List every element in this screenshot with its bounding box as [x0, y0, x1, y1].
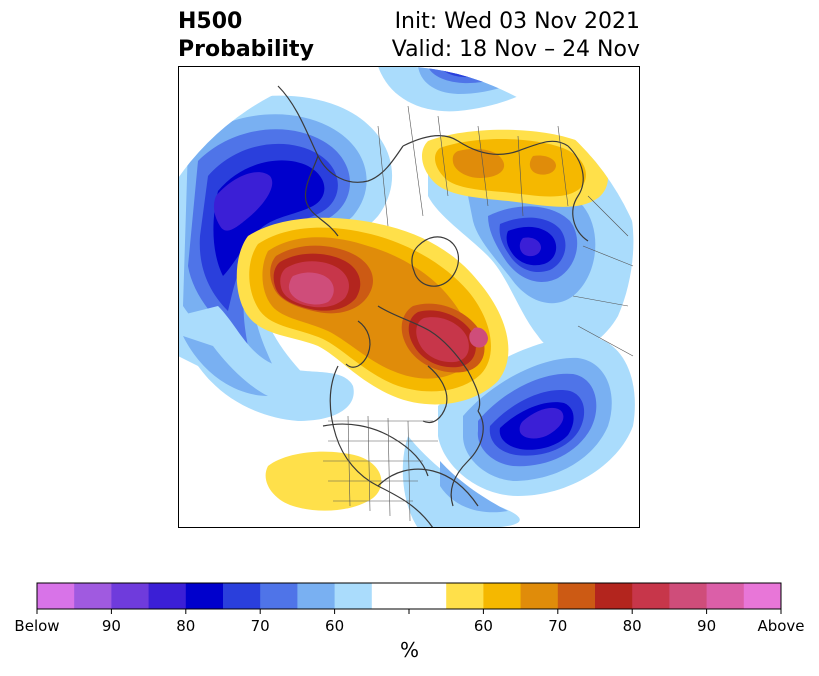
colorbar-tick-label: 90 [697, 617, 716, 635]
probability-map [178, 66, 640, 528]
product-label: Probability [178, 37, 314, 62]
variable-label: H500 [178, 9, 243, 34]
title-right: Init: Wed 03 Nov 2021 Valid: 18 Nov – 24… [392, 8, 640, 64]
colorbar-swatch [260, 583, 298, 609]
colorbar-swatch [371, 583, 410, 609]
colorbar-swatch [595, 583, 633, 609]
colorbar-tick-label: Above [757, 617, 804, 635]
coastlines [277, 85, 589, 528]
colorbar-swatch [743, 583, 782, 609]
valid-label: Valid: 18 Nov – 24 Nov [391, 37, 640, 62]
init-label: Init: Wed 03 Nov 2021 [394, 9, 640, 34]
colorbar-swatch [37, 583, 75, 609]
colorbar-tick-label: Below [14, 617, 59, 635]
colorbar: Below 90 80 70 60 60 70 80 90 Above [14, 582, 805, 635]
colorbar-swatch [334, 583, 373, 609]
colorbar-tick-labels: Below 90 80 70 60 60 70 80 90 Above [14, 617, 804, 635]
colorbar-swatch [111, 583, 150, 609]
colorbar-swatch [706, 583, 745, 609]
colorbar-swatch [409, 583, 447, 609]
colorbar-tick-label: 90 [102, 617, 121, 635]
colorbar-tick-label: 80 [176, 617, 195, 635]
colorbar-tick-label: 70 [548, 617, 567, 635]
colorbar-swatch [148, 583, 187, 609]
colorbar-swatch [632, 583, 670, 609]
colorbar-tick-label: 70 [251, 617, 270, 635]
colorbar-swatch [185, 583, 224, 609]
above-anomaly-central [236, 217, 509, 405]
below-anomaly-us-northeast [178, 306, 520, 528]
colorbar-swatch [223, 583, 261, 609]
colorbar-swatch [483, 583, 522, 609]
colorbar-swatches [37, 583, 782, 609]
above-anomaly-russia [421, 129, 609, 207]
colorbar-swatch [520, 583, 559, 609]
colorbar-swatch [669, 583, 708, 609]
colorbar-swatch [557, 583, 596, 609]
colorbar-unit: % [399, 638, 419, 662]
colorbar-ticks [36, 609, 782, 614]
colorbar-swatch [74, 583, 112, 609]
title-left: H500 Probability [178, 8, 314, 64]
colorbar-tick-label: 60 [325, 617, 344, 635]
colorbar-tick-label: 60 [474, 617, 493, 635]
colorbar-tick-label: 80 [623, 617, 642, 635]
colorbar-swatch [446, 583, 484, 609]
colorbar-swatch [297, 583, 336, 609]
state-borders [323, 105, 634, 522]
